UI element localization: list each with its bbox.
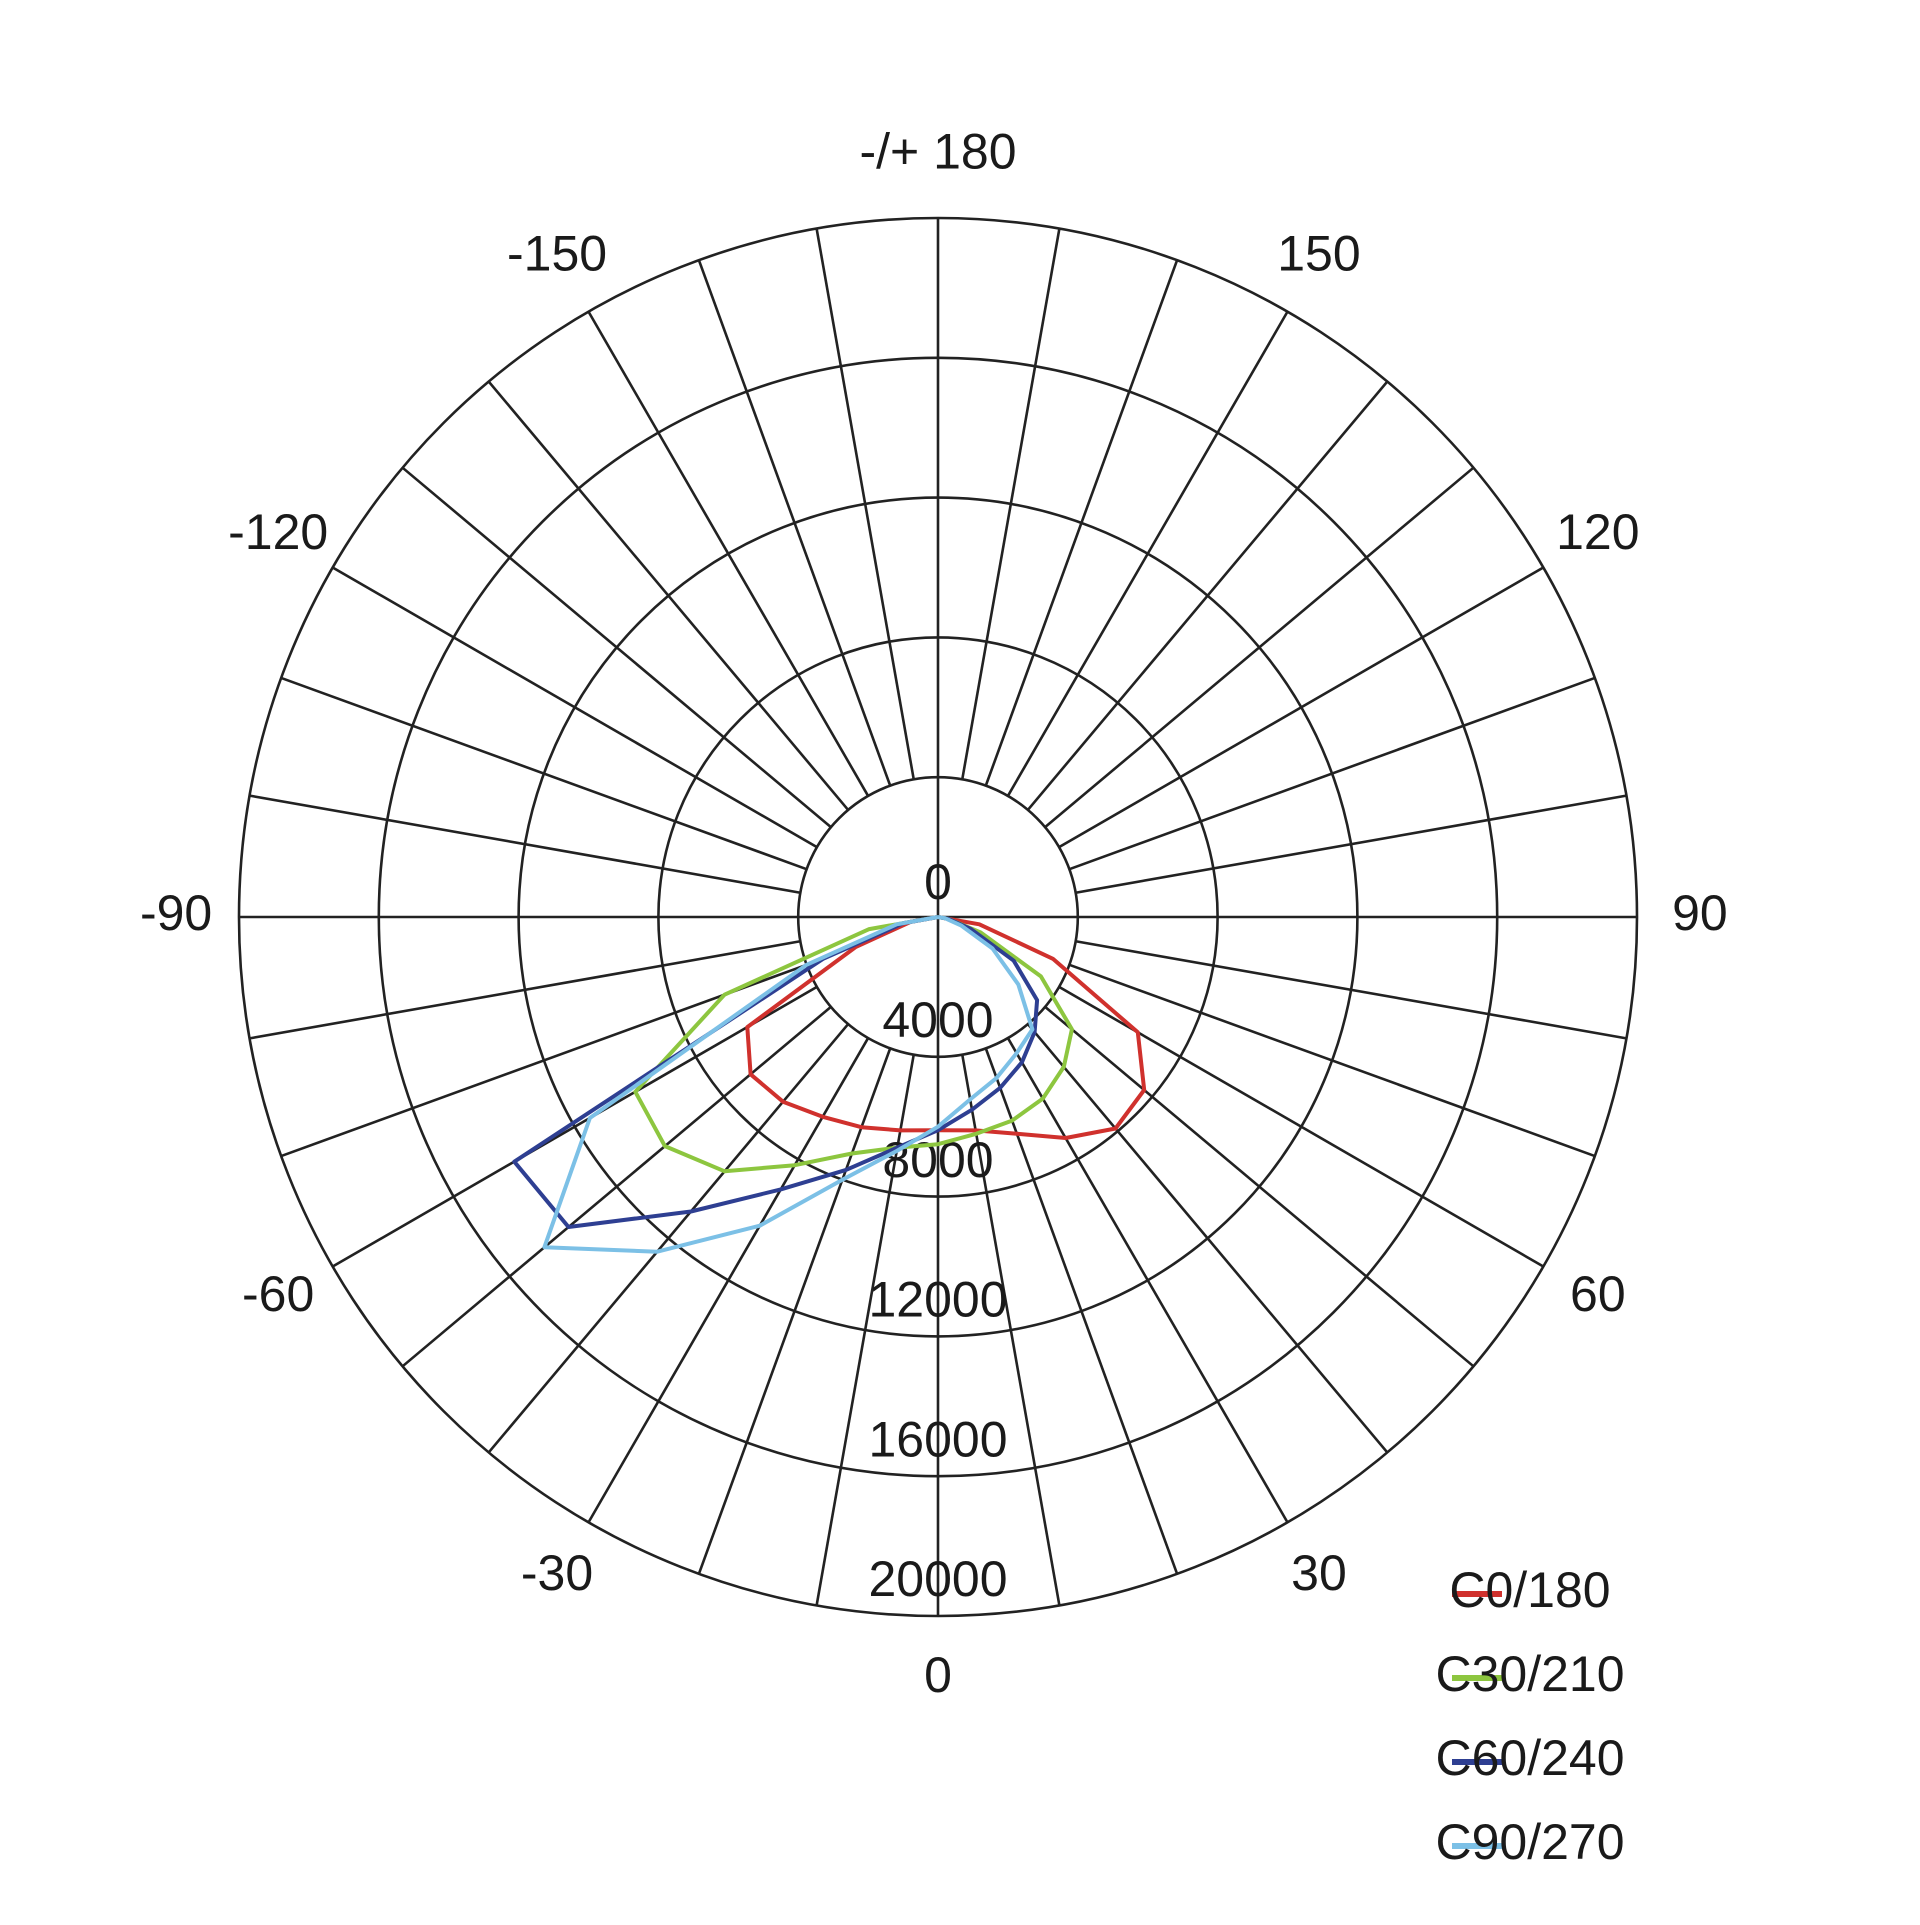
legend: C0/180 C30/210 C60/240 C90/270 xyxy=(1435,1562,1624,1870)
radial-tick-label: 0 xyxy=(924,854,952,910)
angle-tick-label: 150 xyxy=(1277,225,1360,281)
angle-tick-label: -/+ 180 xyxy=(859,123,1016,179)
grid-spoke xyxy=(249,939,801,1040)
legend-label: C0/180 xyxy=(1449,1562,1610,1618)
grid-spoke xyxy=(960,1054,1061,1606)
angle-tick-label: 120 xyxy=(1556,504,1639,560)
grid-spoke xyxy=(487,1023,850,1454)
grid-spoke xyxy=(1006,310,1289,797)
grid-spoke xyxy=(697,1047,892,1575)
angle-tick-label: -30 xyxy=(521,1545,593,1601)
grid-spoke xyxy=(1058,566,1545,849)
angle-tick-label: -60 xyxy=(242,1266,314,1322)
series-line xyxy=(512,915,1040,1229)
grid-spoke xyxy=(1075,794,1627,895)
grid-spoke xyxy=(984,259,1179,787)
grid-spoke xyxy=(249,794,801,895)
angle-tick-label: -90 xyxy=(140,885,212,941)
grid-spoke xyxy=(487,380,850,811)
radial-tick-label: 16000 xyxy=(868,1411,1007,1467)
angle-tick-label: 90 xyxy=(1672,885,1728,941)
grid-spoke xyxy=(587,1037,870,1524)
radial-tick-label: 8000 xyxy=(882,1132,993,1188)
series-line xyxy=(542,915,1035,1254)
grid-spoke xyxy=(1068,676,1596,871)
grid-spoke xyxy=(1026,380,1389,811)
grid-spoke xyxy=(984,1047,1179,1575)
grid-spoke xyxy=(1075,939,1627,1040)
radial-tick-label: 12000 xyxy=(868,1272,1007,1328)
grid-spoke xyxy=(1026,1023,1389,1454)
grid-spoke xyxy=(1044,1005,1475,1368)
grid-spoke xyxy=(1044,466,1475,829)
grid-spoke xyxy=(587,310,870,797)
angle-tick-label: -150 xyxy=(507,225,607,281)
grid-spoke xyxy=(331,985,818,1268)
grid-spoke xyxy=(815,228,916,780)
legend-label: C60/240 xyxy=(1435,1730,1624,1786)
angle-tick-label: 0 xyxy=(924,1647,952,1703)
grid-spoke xyxy=(280,963,808,1158)
radial-tick-label: 4000 xyxy=(882,992,993,1048)
grid-spoke xyxy=(280,676,808,871)
grid-spoke xyxy=(697,259,892,787)
grid-spoke xyxy=(401,1005,832,1368)
grid-spoke xyxy=(960,228,1061,780)
angle-tick-label: -120 xyxy=(228,504,328,560)
legend-label: C30/210 xyxy=(1435,1646,1624,1702)
grid-spoke xyxy=(401,466,832,829)
angle-tick-label: 30 xyxy=(1291,1545,1347,1601)
angle-tick-label: 60 xyxy=(1570,1266,1626,1322)
series-line xyxy=(633,915,1074,1174)
grid-spoke xyxy=(1068,963,1596,1158)
grid-spoke xyxy=(1006,1037,1289,1524)
radial-tick-label: 20000 xyxy=(868,1551,1007,1607)
legend-label: C90/270 xyxy=(1435,1814,1624,1870)
grid-spoke xyxy=(331,566,818,849)
